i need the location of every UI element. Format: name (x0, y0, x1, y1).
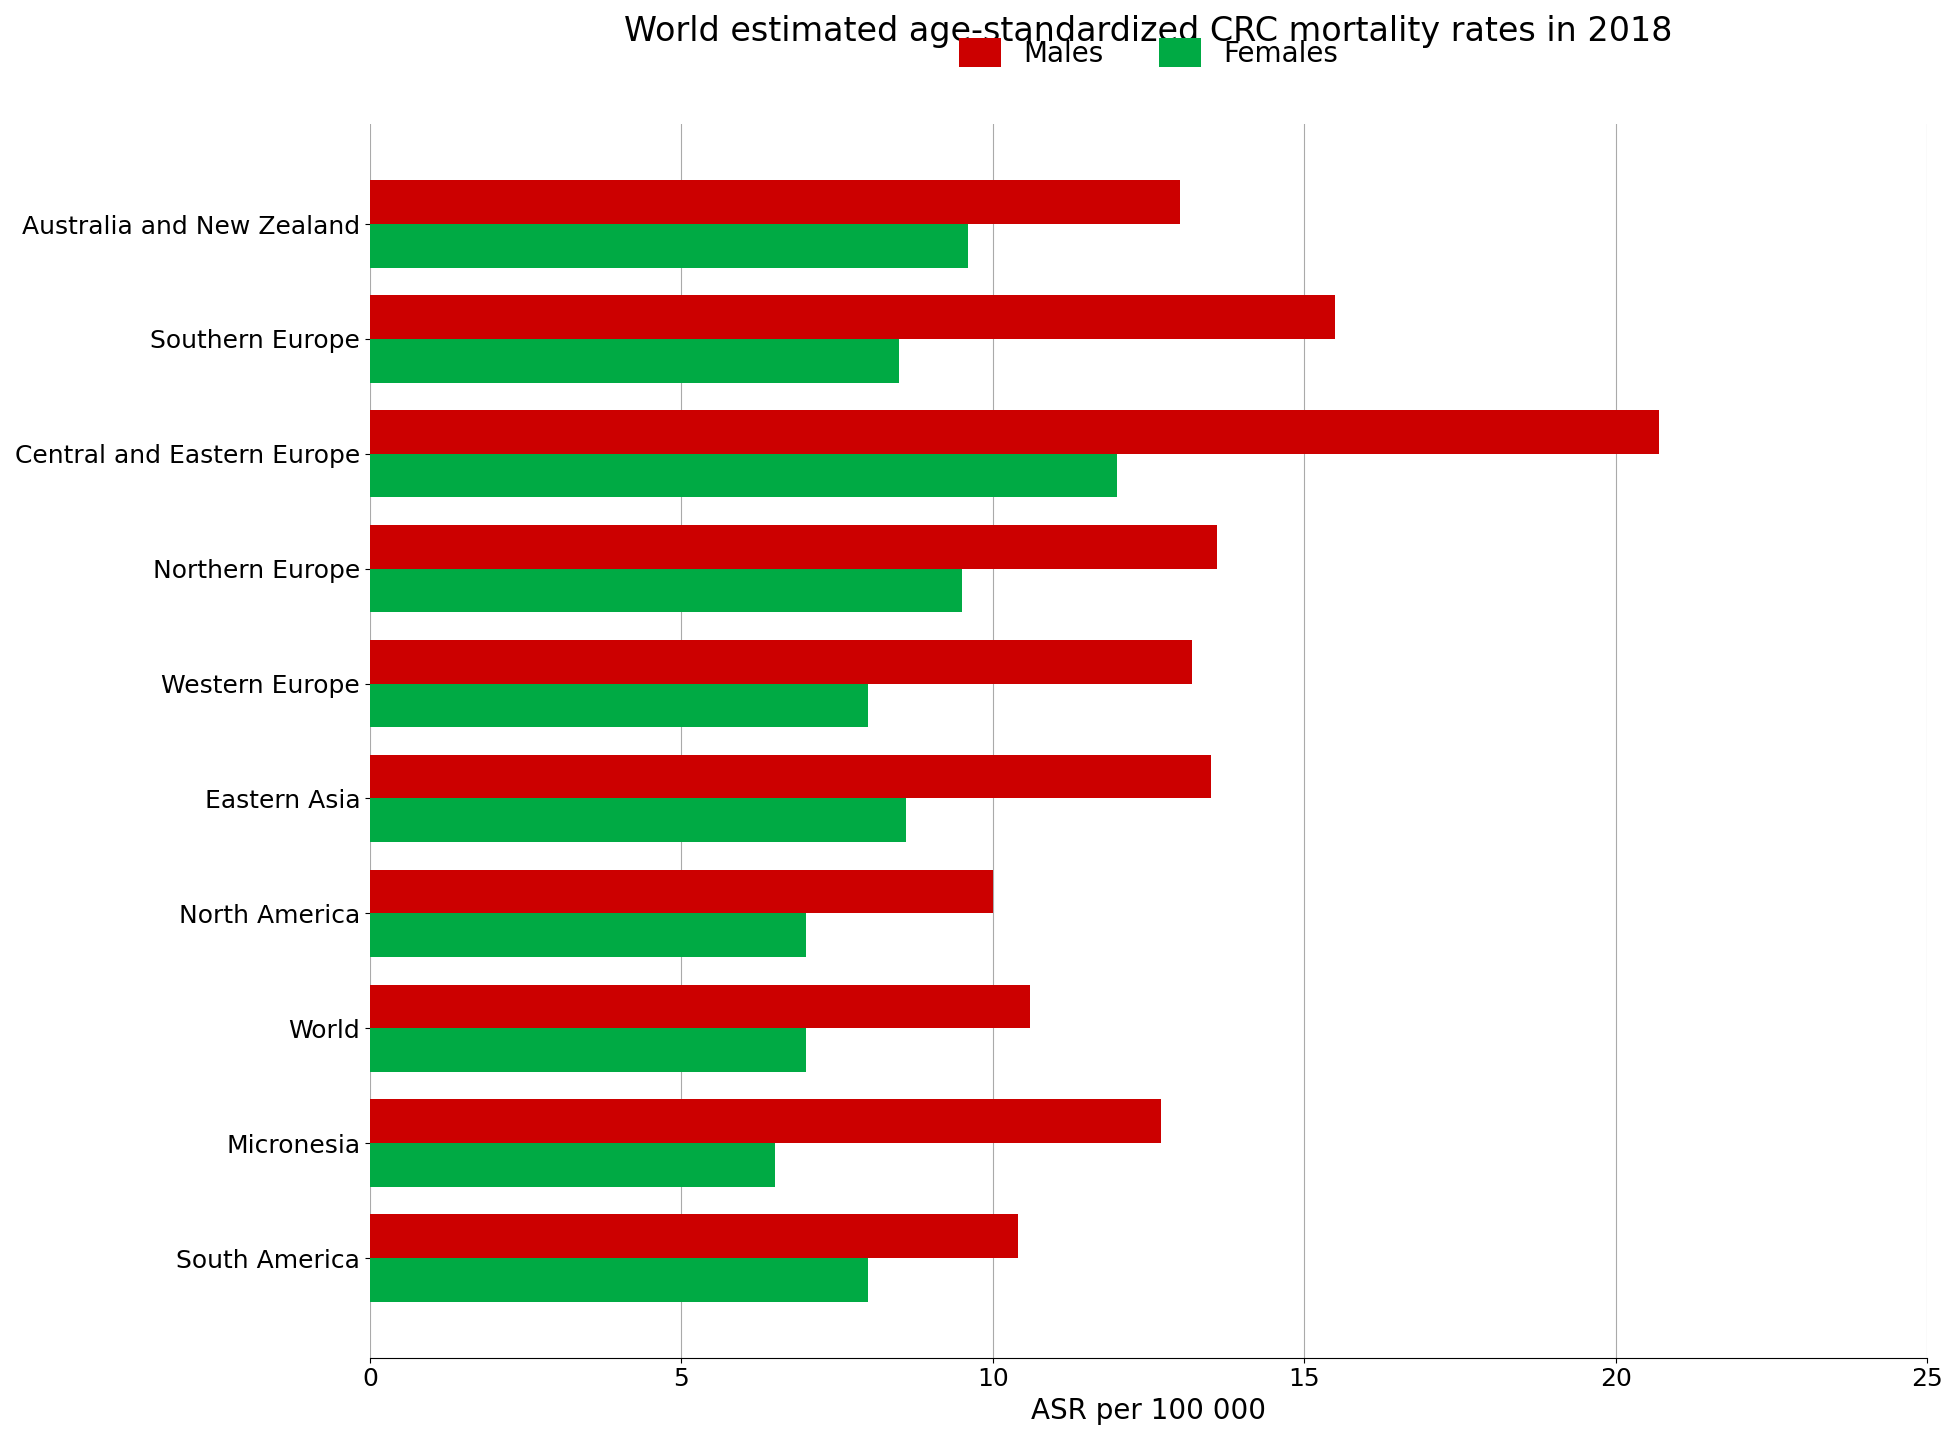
Bar (370, 526, 1217, 569)
Bar (370, 1100, 1161, 1143)
Bar (370, 410, 1658, 454)
Bar (370, 1214, 1018, 1259)
Bar (370, 225, 967, 268)
Bar (370, 985, 1029, 1028)
Bar (370, 295, 1335, 338)
Bar (370, 1028, 806, 1071)
Bar (370, 1143, 775, 1187)
Bar (370, 569, 961, 612)
X-axis label: ASR per 100 000: ASR per 100 000 (1031, 1397, 1266, 1426)
Bar (370, 870, 992, 913)
Bar (370, 913, 806, 958)
Bar (370, 684, 867, 727)
Bar (370, 798, 906, 842)
Bar (370, 755, 1209, 798)
Title: World estimated age-standardized CRC mortality rates in 2018: World estimated age-standardized CRC mor… (624, 14, 1671, 48)
Bar (370, 180, 1178, 225)
Bar (370, 1259, 867, 1302)
Bar (370, 454, 1117, 497)
Bar (370, 639, 1192, 684)
Legend: Males, Females: Males, Females (947, 27, 1348, 79)
Bar (370, 338, 898, 383)
